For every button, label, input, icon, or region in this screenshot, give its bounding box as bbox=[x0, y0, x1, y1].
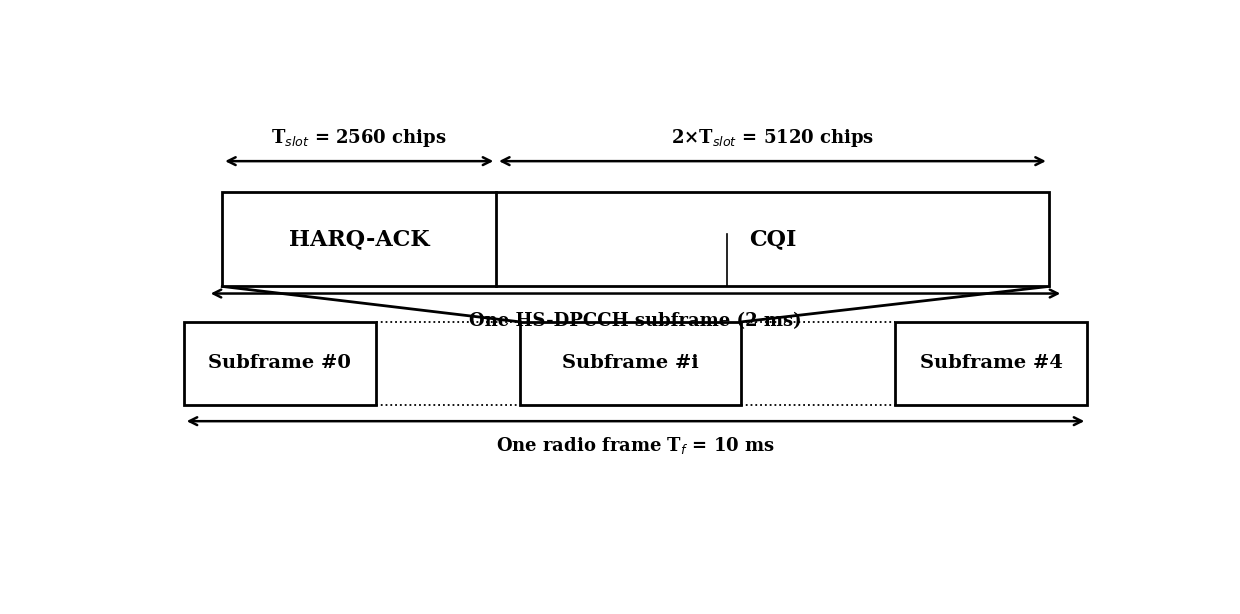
Bar bbox=[184, 322, 376, 405]
Bar bbox=[222, 192, 1049, 286]
Text: HARQ-ACK: HARQ-ACK bbox=[289, 228, 429, 250]
Text: Subframe #4: Subframe #4 bbox=[920, 354, 1063, 372]
Text: One radio frame T$_f$ = 10 ms: One radio frame T$_f$ = 10 ms bbox=[496, 435, 775, 456]
Bar bbox=[521, 322, 742, 405]
Text: 2×T$_{slot}$ = 5120 chips: 2×T$_{slot}$ = 5120 chips bbox=[671, 127, 874, 149]
Text: T$_{slot}$ = 2560 chips: T$_{slot}$ = 2560 chips bbox=[272, 127, 446, 149]
Text: Subframe #i: Subframe #i bbox=[562, 354, 699, 372]
Text: Subframe #0: Subframe #0 bbox=[208, 354, 351, 372]
Bar bbox=[895, 322, 1087, 405]
Text: CQI: CQI bbox=[749, 228, 796, 250]
Text: One HS-DPCCH subframe (2 ms): One HS-DPCCH subframe (2 ms) bbox=[469, 313, 802, 330]
